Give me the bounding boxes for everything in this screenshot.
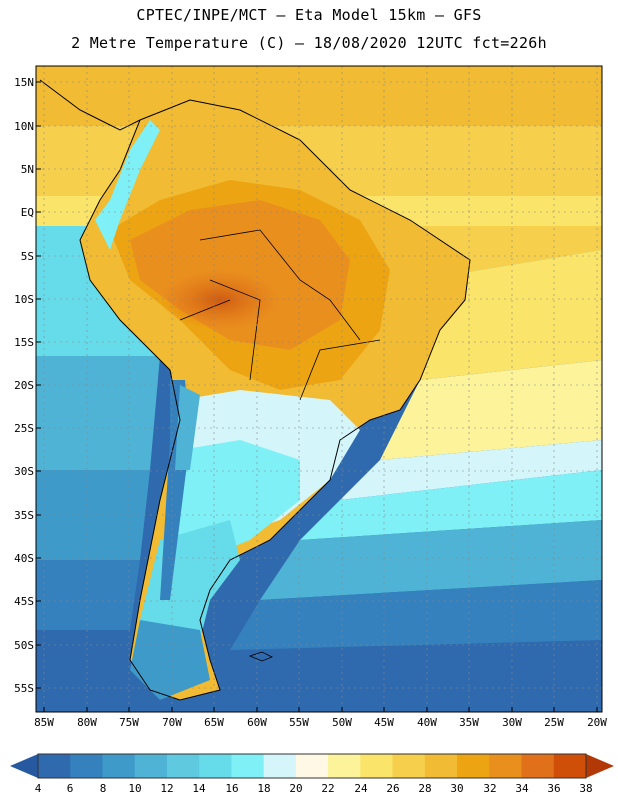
colorbar-swatch-10 <box>360 754 394 778</box>
lon-label: 50W <box>332 716 352 729</box>
colorbar <box>10 753 614 779</box>
lon-label: 55W <box>289 716 309 729</box>
colorbar-label: 20 <box>289 782 303 795</box>
colorbar-swatch-6 <box>231 754 265 778</box>
chart-title-variable: 2 Metre Temperature (C) – 18/08/2020 12U… <box>71 34 547 52</box>
colorbar-swatch-7 <box>263 754 297 778</box>
lat-label: 5S <box>20 250 34 263</box>
colorbar-swatch-0 <box>38 754 71 778</box>
lat-label: 15S <box>14 336 34 349</box>
colorbar-label: 22 <box>321 782 335 795</box>
lat-label: 35S <box>14 509 34 522</box>
axis-ticks <box>36 81 598 712</box>
lon-label: 35W <box>459 716 479 729</box>
lon-label: 25W <box>544 716 564 729</box>
grid-lines <box>36 66 602 712</box>
lat-label: 50S <box>14 639 34 652</box>
colorbar-label: 6 <box>66 782 74 795</box>
colorbar-swatch-1 <box>70 754 103 778</box>
lon-label: 60W <box>247 716 267 729</box>
lon-label: 45W <box>374 716 394 729</box>
colorbar-label: 26 <box>386 782 400 795</box>
lon-label: 20W <box>587 716 607 729</box>
colorbar-label: 18 <box>257 782 271 795</box>
colorbar-label: 34 <box>515 782 529 795</box>
colorbar-swatch-9 <box>328 754 361 778</box>
lat-label: 20S <box>14 379 34 392</box>
colorbar-label: 24 <box>354 782 368 795</box>
lat-label: 5N <box>20 163 34 176</box>
map-frame <box>35 65 603 713</box>
colorbar-label: 38 <box>579 782 593 795</box>
colorbar-label: 14 <box>192 782 206 795</box>
lat-label: 25S <box>14 422 34 435</box>
lon-label: 30W <box>502 716 522 729</box>
colorbar-label: 30 <box>450 782 464 795</box>
lon-label: 40W <box>417 716 437 729</box>
lat-label: EQ <box>20 206 34 219</box>
lat-label: 45S <box>14 595 34 608</box>
lat-label: 10N <box>14 120 34 133</box>
colorbar-label: 4 <box>34 782 42 795</box>
colorbar-swatch-8 <box>295 754 329 778</box>
colorbar-label: 12 <box>160 782 174 795</box>
colorbar-swatch-15 <box>521 754 555 778</box>
lon-label: 85W <box>34 716 54 729</box>
colorbar-swatch-11 <box>392 754 426 778</box>
lon-label: 75W <box>119 716 139 729</box>
lat-label: 15N <box>14 76 34 89</box>
lon-label: 80W <box>77 716 97 729</box>
lon-label: 65W <box>204 716 224 729</box>
colorbar-label: 28 <box>418 782 432 795</box>
colorbar-high-arrow <box>586 754 614 778</box>
colorbar-swatch-3 <box>134 754 168 778</box>
lat-label: 40S <box>14 552 34 565</box>
colorbar-swatch-16 <box>553 754 587 778</box>
colorbar-label: 16 <box>225 782 239 795</box>
lat-label: 30S <box>14 465 34 478</box>
colorbar-label: 32 <box>483 782 497 795</box>
temperature-field <box>36 66 602 712</box>
colorbar-swatch-13 <box>457 754 490 778</box>
colorbar-swatch-12 <box>424 754 458 778</box>
colorbar-swatch-4 <box>166 754 200 778</box>
colorbar-swatch-5 <box>199 754 232 778</box>
colorbar-low-arrow <box>10 754 38 778</box>
lat-label: 10S <box>14 293 34 306</box>
colorbar-swatch-2 <box>102 754 136 778</box>
colorbar-label: 8 <box>99 782 107 795</box>
lat-label: 55S <box>14 682 34 695</box>
lon-label: 70W <box>162 716 182 729</box>
colorbar-swatch-14 <box>489 754 523 778</box>
colorbar-label: 10 <box>128 782 142 795</box>
chart-title-model: CPTEC/INPE/MCT – Eta Model 15km – GFS <box>136 6 482 24</box>
colorbar-label: 36 <box>547 782 561 795</box>
